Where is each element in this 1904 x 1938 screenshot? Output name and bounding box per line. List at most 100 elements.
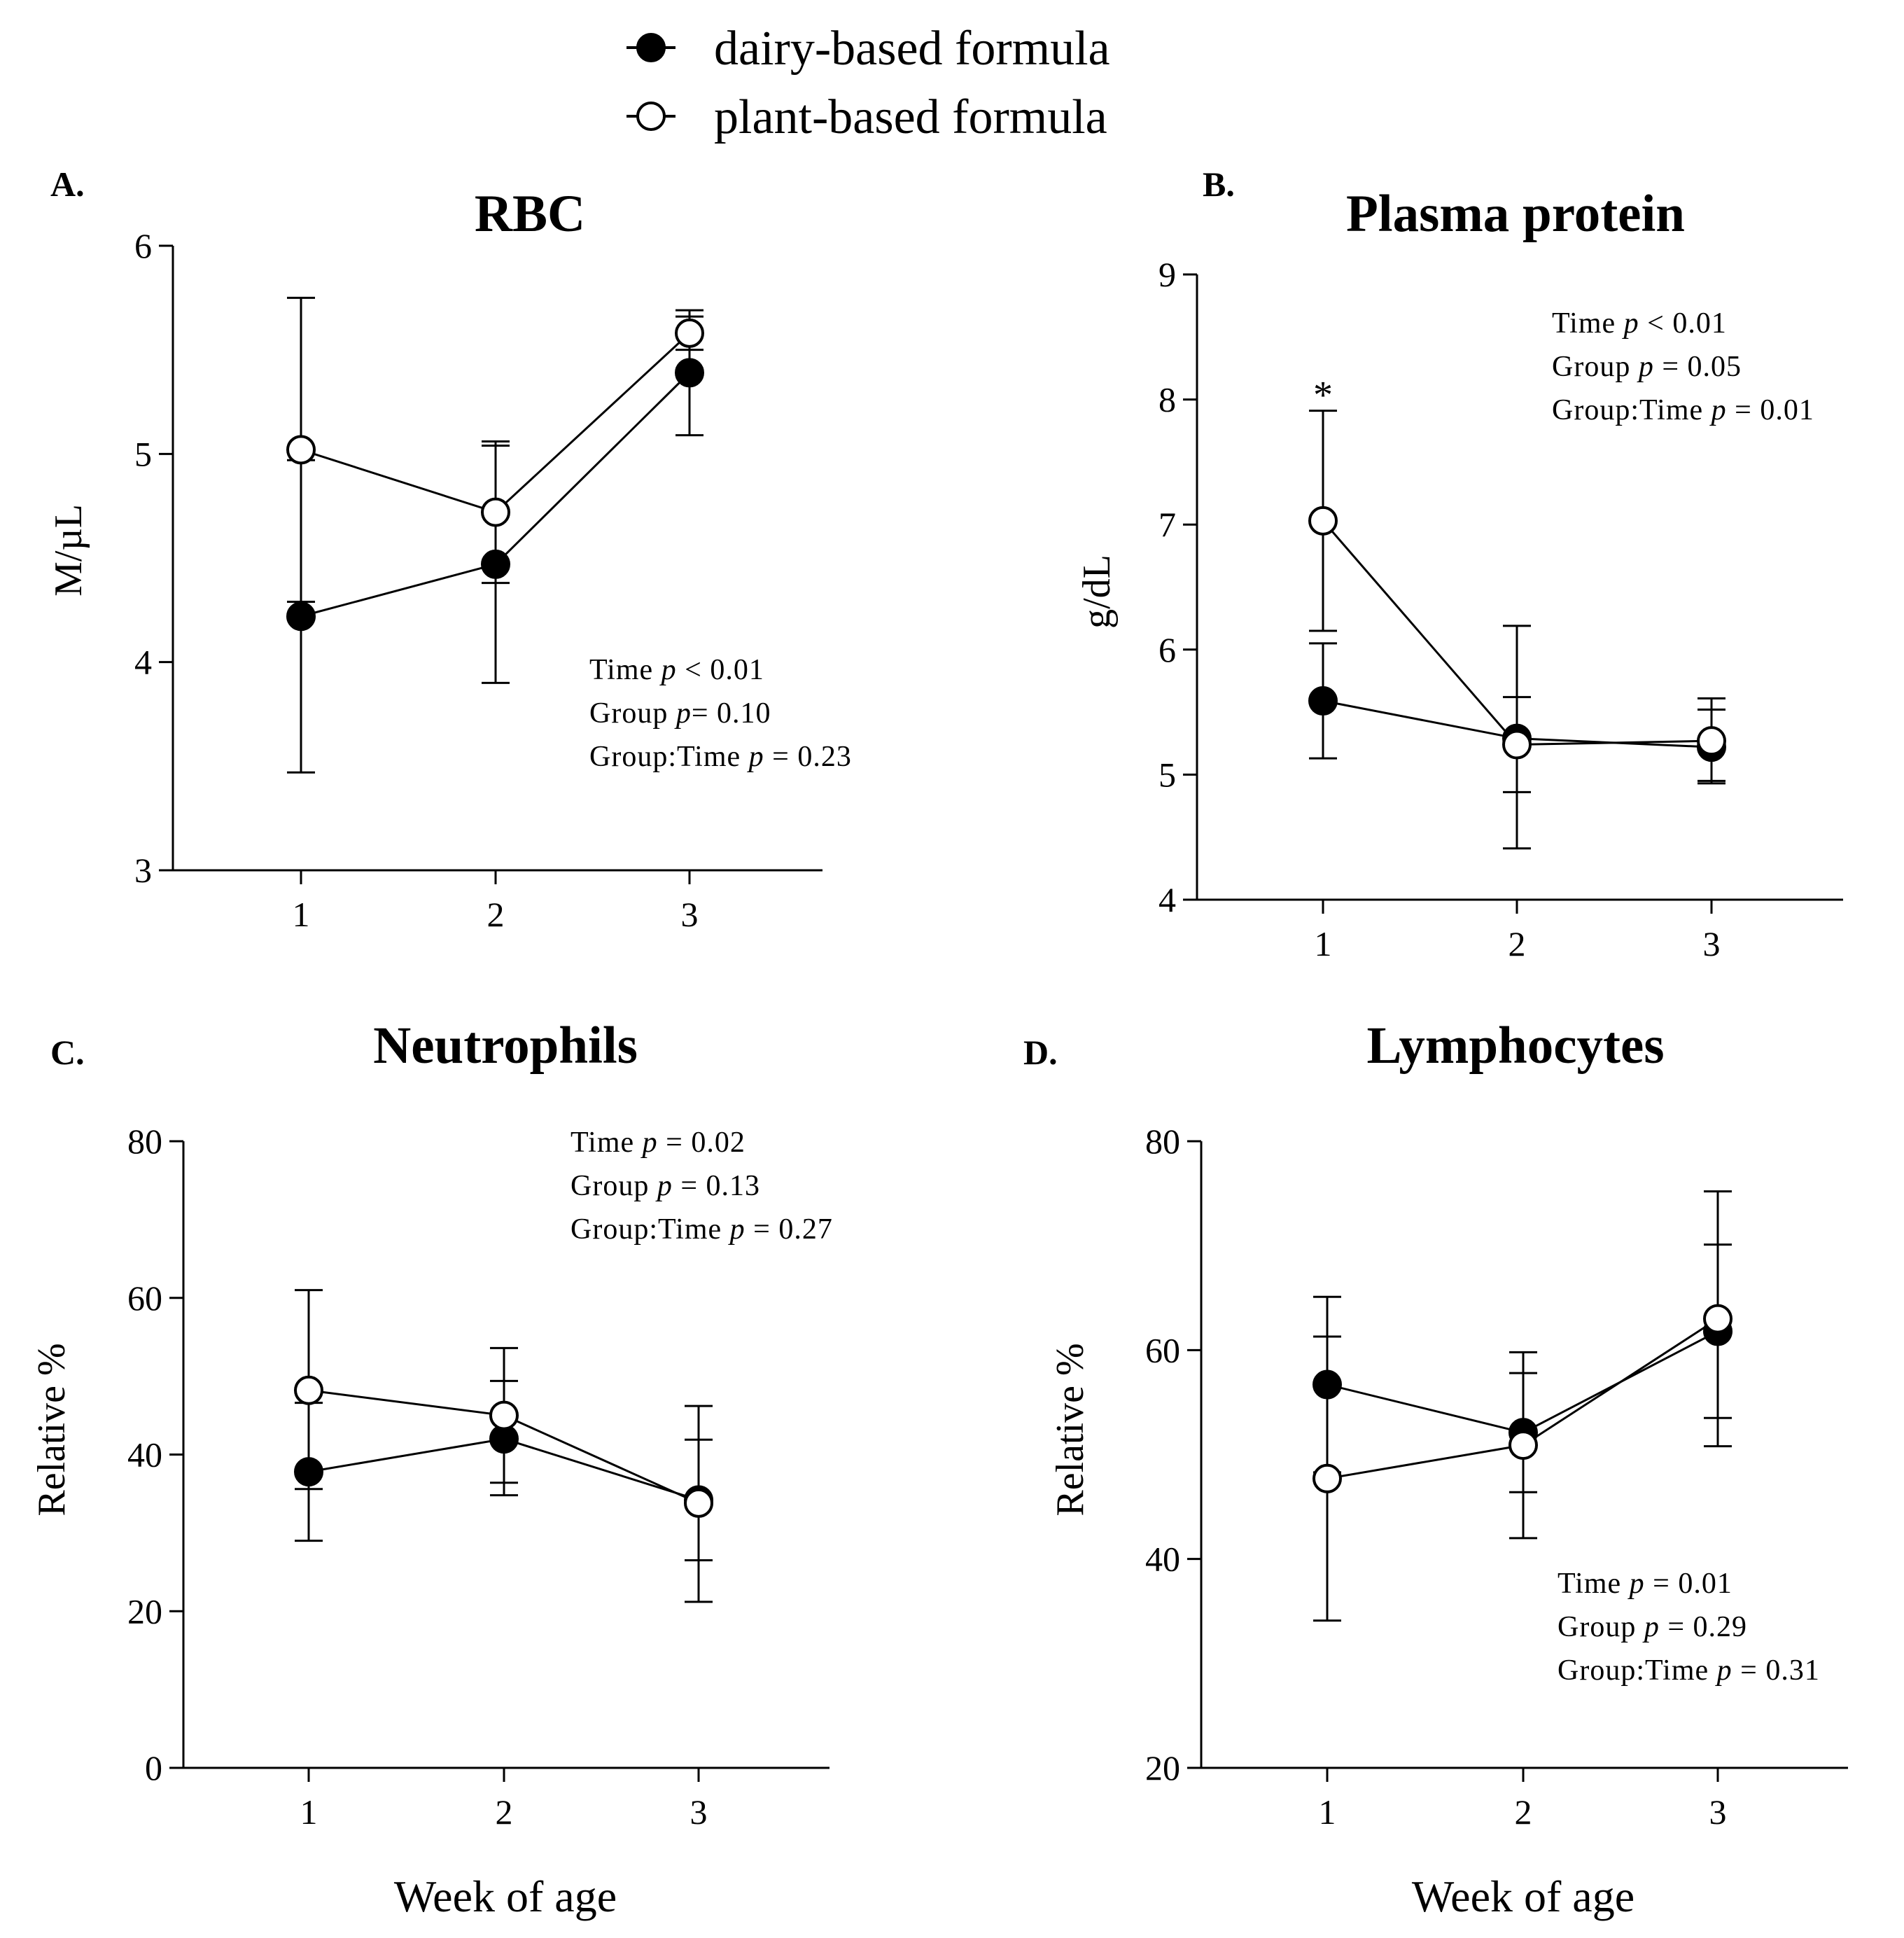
panel-c-stats: Time p = 0.02 Group p = 0.13 Group:Time … xyxy=(570,1127,833,1246)
y-tick-label: 6 xyxy=(134,226,152,265)
panel-d-xlabel: Week of age xyxy=(1412,1871,1634,1921)
legend-plant-label: plant-based formula xyxy=(714,90,1107,144)
panel-b-markers xyxy=(1308,506,1726,762)
panel-c-stat-group: Group p = 0.13 xyxy=(570,1170,760,1202)
x-tick-label: 3 xyxy=(690,1792,708,1832)
panel-d-stat-group: Group p = 0.29 xyxy=(1558,1611,1747,1643)
data-point-dairy xyxy=(481,549,510,579)
panel-c-xlabel: Week of age xyxy=(394,1871,617,1921)
x-tick-label: 1 xyxy=(1319,1792,1336,1832)
y-tick-label: 7 xyxy=(1158,505,1176,544)
y-tick-label: 60 xyxy=(127,1278,162,1318)
panel-b: B. Plasma protein g/dL 4 5 6 7 8 9 1 2 3 * Time … xyxy=(1075,165,1843,963)
panel-d-markers xyxy=(1312,1304,1732,1493)
y-tick-label: 9 xyxy=(1158,255,1176,294)
data-point-plant xyxy=(294,1375,323,1405)
y-tick-label: 40 xyxy=(1145,1540,1180,1579)
panel-b-error-bars xyxy=(1309,410,1726,850)
x-tick-label: 2 xyxy=(1508,924,1526,963)
y-tick-label: 20 xyxy=(127,1591,162,1631)
legend-plant-marker xyxy=(636,102,666,131)
x-tick-label: 3 xyxy=(1709,1792,1727,1832)
x-tick-label: 2 xyxy=(1515,1792,1532,1832)
panel-c-stat-interaction: Group:Time p = 0.27 xyxy=(570,1213,833,1246)
data-point-plant xyxy=(481,497,510,527)
panel-b-ylabel: g/dL xyxy=(1075,555,1119,629)
data-point-plant xyxy=(1508,1430,1538,1461)
y-tick-label: 0 xyxy=(145,1748,162,1787)
y-tick-label: 80 xyxy=(1145,1122,1180,1161)
data-point-plant xyxy=(1697,726,1726,756)
panel-a-stat-interaction: Group:Time p = 0.23 xyxy=(589,741,852,773)
data-point-plant xyxy=(684,1488,713,1518)
significance-asterisk: * xyxy=(1313,374,1333,417)
x-tick-label: 2 xyxy=(496,1792,513,1832)
panel-c: C. Neutrophils Relative % Week of age 0 2… xyxy=(30,1017,833,1921)
panel-d-letter: D. xyxy=(1023,1033,1058,1072)
panel-a-stat-group: Group p= 0.10 xyxy=(589,697,771,730)
data-point-dairy xyxy=(1312,1369,1342,1400)
panel-b-stats: Time p < 0.01 Group p = 0.05 Group:Time … xyxy=(1552,307,1814,426)
panel-a-stats: Time p < 0.01 Group p= 0.10 Group:Time p… xyxy=(589,654,852,773)
panel-b-stat-time: Time p < 0.01 xyxy=(1552,307,1727,340)
legend-dairy-marker xyxy=(636,33,666,62)
panel-d: D. Lymphocytes Relative % Week of age 20… xyxy=(1023,1017,1848,1921)
panel-d-title: Lymphocytes xyxy=(1366,1017,1664,1075)
panel-a-title: RBC xyxy=(475,185,585,243)
y-tick-label: 5 xyxy=(134,434,152,473)
x-tick-label: 2 xyxy=(487,895,505,934)
panel-c-axes: 0 20 40 60 80 1 2 3 xyxy=(127,1122,830,1832)
panel-c-letter: C. xyxy=(50,1033,85,1072)
y-tick-label: 20 xyxy=(1145,1748,1180,1787)
data-point-dairy xyxy=(675,358,704,388)
panel-a-markers xyxy=(286,318,704,632)
data-point-dairy xyxy=(294,1457,323,1487)
y-tick-label: 6 xyxy=(1158,630,1176,669)
y-tick-label: 5 xyxy=(1158,755,1176,794)
panel-a-ylabel: M/µL xyxy=(47,504,90,597)
y-tick-label: 8 xyxy=(1158,380,1176,419)
panel-c-stat-time: Time p = 0.02 xyxy=(570,1127,746,1159)
y-tick-label: 4 xyxy=(134,643,152,682)
data-point-plant xyxy=(675,318,704,348)
panel-d-error-bars xyxy=(1313,1190,1732,1622)
data-point-plant xyxy=(1312,1463,1342,1493)
x-tick-label: 1 xyxy=(293,895,310,934)
legend-item-dairy: dairy-based formula xyxy=(626,22,1110,76)
panel-a-stat-time: Time p < 0.01 xyxy=(589,654,764,686)
panel-d-axes: 20 40 60 80 1 2 3 xyxy=(1145,1122,1848,1832)
panel-a-letter: A. xyxy=(50,165,85,204)
x-tick-label: 1 xyxy=(300,1792,318,1832)
y-tick-label: 40 xyxy=(127,1435,162,1475)
data-point-plant xyxy=(1308,506,1338,536)
panel-d-stat-interaction: Group:Time p = 0.31 xyxy=(1558,1654,1820,1687)
data-point-dairy xyxy=(1308,686,1338,716)
panel-a-axes: 3 4 5 6 1 2 3 xyxy=(134,226,822,934)
panel-b-stat-group: Group p = 0.05 xyxy=(1552,351,1742,383)
y-tick-label: 4 xyxy=(1158,880,1176,919)
data-point-plant xyxy=(489,1400,519,1430)
legend-dairy-label: dairy-based formula xyxy=(714,22,1110,76)
panel-b-axes: 4 5 6 7 8 9 1 2 3 xyxy=(1158,255,1843,963)
data-point-dairy xyxy=(286,601,316,632)
x-tick-label: 3 xyxy=(681,895,699,934)
data-point-plant xyxy=(1703,1304,1732,1334)
panel-d-ylabel: Relative % xyxy=(1049,1343,1092,1516)
panel-d-stat-time: Time p = 0.01 xyxy=(1558,1568,1732,1600)
panel-c-title: Neutrophils xyxy=(373,1017,638,1075)
panel-c-markers xyxy=(294,1375,713,1518)
panel-c-ylabel: Relative % xyxy=(30,1343,74,1516)
x-tick-label: 3 xyxy=(1703,924,1721,963)
panel-b-annotations: * xyxy=(1313,374,1333,417)
y-tick-label: 60 xyxy=(1145,1330,1180,1369)
panel-b-stat-interaction: Group:Time p = 0.01 xyxy=(1552,394,1814,426)
y-tick-label: 80 xyxy=(127,1122,162,1161)
panel-b-title: Plasma protein xyxy=(1346,185,1685,243)
panel-d-stats: Time p = 0.01 Group p = 0.29 Group:Time … xyxy=(1558,1568,1820,1687)
data-point-plant xyxy=(286,435,316,465)
data-point-plant xyxy=(1502,730,1532,760)
panel-b-letter: B. xyxy=(1203,165,1235,204)
y-tick-label: 3 xyxy=(134,851,152,890)
panel-a: A. RBC M/µL 3 4 5 6 1 2 3 Time p < 0.01 Group … xyxy=(47,165,852,934)
